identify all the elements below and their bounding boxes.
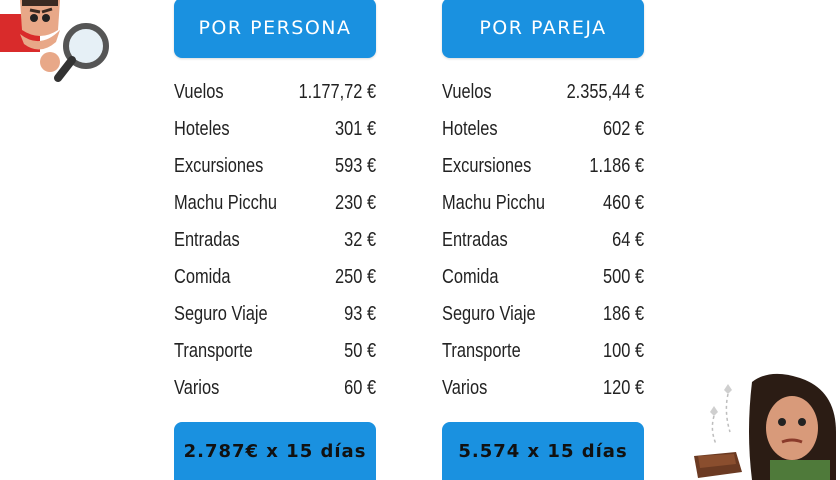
list-item: Varios 60 € <box>174 370 376 407</box>
item-label: Seguro Viaje <box>174 303 268 325</box>
per-couple-title: POR PAREJA <box>479 17 607 39</box>
empty-wallet-avatar-icon <box>694 373 836 480</box>
per-person-header-button[interactable]: POR PERSONA <box>174 0 376 58</box>
per-couple-list: Vuelos 2.355,44 € Hoteles 602 € Excursione… <box>442 74 644 407</box>
list-item: Seguro Viaje 186 € <box>442 296 644 333</box>
per-person-title: POR PERSONA <box>198 17 352 39</box>
item-label: Varios <box>442 377 488 399</box>
per-couple-total: 5.574 x 15 días <box>458 440 628 462</box>
list-item: Hoteles 301 € <box>174 111 376 148</box>
list-item: Machu Picchu 460 € <box>442 185 644 222</box>
list-item: Vuelos 2.355,44 € <box>442 74 644 111</box>
item-label: Excursiones <box>442 155 532 177</box>
per-person-total-button[interactable]: 2.787€ x 15 días <box>174 422 376 480</box>
item-value: 100 € <box>603 340 645 362</box>
per-person-list: Vuelos 1.177,72 € Hoteles 301 € Excursione… <box>174 74 376 407</box>
item-value: 50 € <box>344 340 377 362</box>
item-label: Transporte <box>174 340 253 362</box>
item-label: Vuelos <box>442 81 492 103</box>
item-value: 1.177,72 € <box>298 81 377 103</box>
item-label: Comida <box>442 266 499 288</box>
item-value: 1.186 € <box>589 155 645 177</box>
per-couple-header-button[interactable]: POR PAREJA <box>442 0 644 58</box>
list-item: Excursiones 593 € <box>174 148 376 185</box>
per-person-total: 2.787€ x 15 días <box>183 440 367 462</box>
item-label: Hoteles <box>174 118 230 140</box>
item-value: 186 € <box>603 303 645 325</box>
list-item: Transporte 50 € <box>174 333 376 370</box>
item-value: 64 € <box>612 229 645 251</box>
item-label: Hoteles <box>442 118 498 140</box>
item-label: Entradas <box>442 229 508 251</box>
item-value: 593 € <box>335 155 377 177</box>
item-value: 93 € <box>344 303 377 325</box>
item-label: Entradas <box>174 229 240 251</box>
item-label: Machu Picchu <box>174 192 278 214</box>
list-item: Seguro Viaje 93 € <box>174 296 376 333</box>
list-item: Transporte 100 € <box>442 333 644 370</box>
list-item: Machu Picchu 230 € <box>174 185 376 222</box>
item-label: Comida <box>174 266 231 288</box>
item-value: 460 € <box>603 192 645 214</box>
item-value: 60 € <box>344 377 377 399</box>
magnifying-glass-avatar-icon <box>0 0 109 82</box>
item-value: 500 € <box>603 266 645 288</box>
item-label: Varios <box>174 377 220 399</box>
item-value: 301 € <box>335 118 377 140</box>
item-value: 250 € <box>335 266 377 288</box>
list-item: Excursiones 1.186 € <box>442 148 644 185</box>
per-couple-total-button[interactable]: 5.574 x 15 días <box>442 422 644 480</box>
list-item: Hoteles 602 € <box>442 111 644 148</box>
list-item: Entradas 32 € <box>174 222 376 259</box>
item-value: 2.355,44 € <box>566 81 645 103</box>
item-value: 32 € <box>344 229 377 251</box>
item-value: 230 € <box>335 192 377 214</box>
list-item: Varios 120 € <box>442 370 644 407</box>
item-label: Transporte <box>442 340 521 362</box>
item-value: 120 € <box>603 377 645 399</box>
item-label: Vuelos <box>174 81 224 103</box>
item-value: 602 € <box>603 118 645 140</box>
item-label: Excursiones <box>174 155 264 177</box>
list-item: Comida 500 € <box>442 259 644 296</box>
list-item: Entradas 64 € <box>442 222 644 259</box>
list-item: Comida 250 € <box>174 259 376 296</box>
item-label: Seguro Viaje <box>442 303 536 325</box>
item-label: Machu Picchu <box>442 192 546 214</box>
list-item: Vuelos 1.177,72 € <box>174 74 376 111</box>
